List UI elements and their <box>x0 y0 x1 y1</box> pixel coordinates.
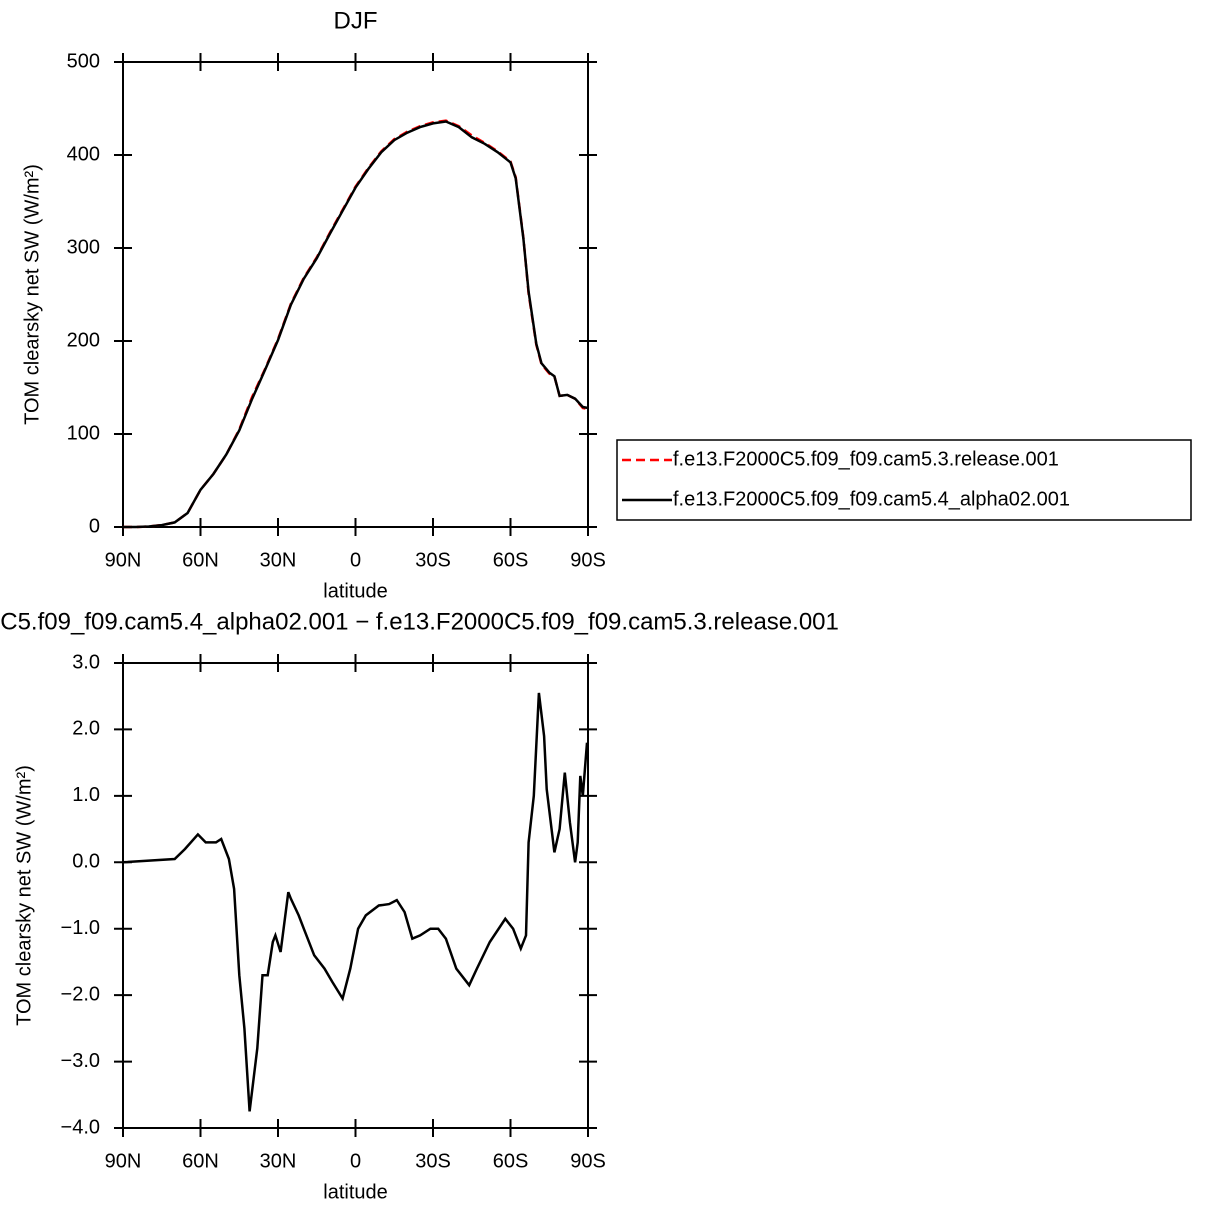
legend-label: f.e13.F2000C5.f09_f09.cam5.3.release.001 <box>673 448 1059 470</box>
y-axis-label: TOM clearsky net SW (W/m²) <box>21 164 43 425</box>
x-tick-label: 60S <box>493 1150 529 1172</box>
x-tick-label: 60N <box>182 549 219 571</box>
y-tick-label: −2.0 <box>61 983 100 1005</box>
x-tick-label: 30N <box>260 549 297 571</box>
x-tick-label: 0 <box>350 549 361 571</box>
x-tick-label: 30N <box>260 1150 297 1172</box>
y-tick-label: 500 <box>67 50 100 72</box>
y-tick-label: 2.0 <box>72 718 100 740</box>
x-tick-label: 0 <box>350 1150 361 1172</box>
x-tick-label: 90S <box>570 549 606 571</box>
x-tick-label: 90S <box>570 1150 606 1172</box>
y-axis-label: TOM clearsky net SW (W/m²) <box>13 765 35 1026</box>
x-tick-label: 60S <box>493 549 529 571</box>
x-tick-label: 30S <box>415 549 451 571</box>
data-line <box>123 119 589 529</box>
x-axis-label: latitude <box>323 1181 388 1203</box>
x-tick-label: 90N <box>105 549 142 571</box>
y-tick-label: −1.0 <box>61 917 100 939</box>
chart-title: DJF <box>334 7 378 34</box>
legend-box <box>616 439 1192 521</box>
x-tick-label: 60N <box>182 1150 219 1172</box>
y-tick-label: 200 <box>67 329 100 351</box>
plot-frame <box>122 61 589 528</box>
y-tick-label: 400 <box>67 143 100 165</box>
x-tick-label: 30S <box>415 1150 451 1172</box>
y-tick-label: 300 <box>67 236 100 258</box>
y-tick-label: 0 <box>89 515 100 537</box>
y-tick-label: −4.0 <box>61 1116 100 1138</box>
data-line <box>122 692 589 1112</box>
chart-title: f.e13.F2000C5.f09_f09.cam5.4_alpha02.001… <box>0 608 839 635</box>
y-tick-label: 1.0 <box>72 784 100 806</box>
y-tick-label: −3.0 <box>61 1050 100 1072</box>
x-tick-label: 90N <box>105 1150 142 1172</box>
data-line <box>123 120 589 529</box>
y-tick-label: 100 <box>67 422 100 444</box>
plot-frame <box>122 662 589 1129</box>
x-axis-label: latitude <box>323 580 388 602</box>
y-tick-label: 3.0 <box>72 651 100 673</box>
y-tick-label: 0.0 <box>72 851 100 873</box>
legend-label: f.e13.F2000C5.f09_f09.cam5.4_alpha02.001 <box>673 488 1070 510</box>
